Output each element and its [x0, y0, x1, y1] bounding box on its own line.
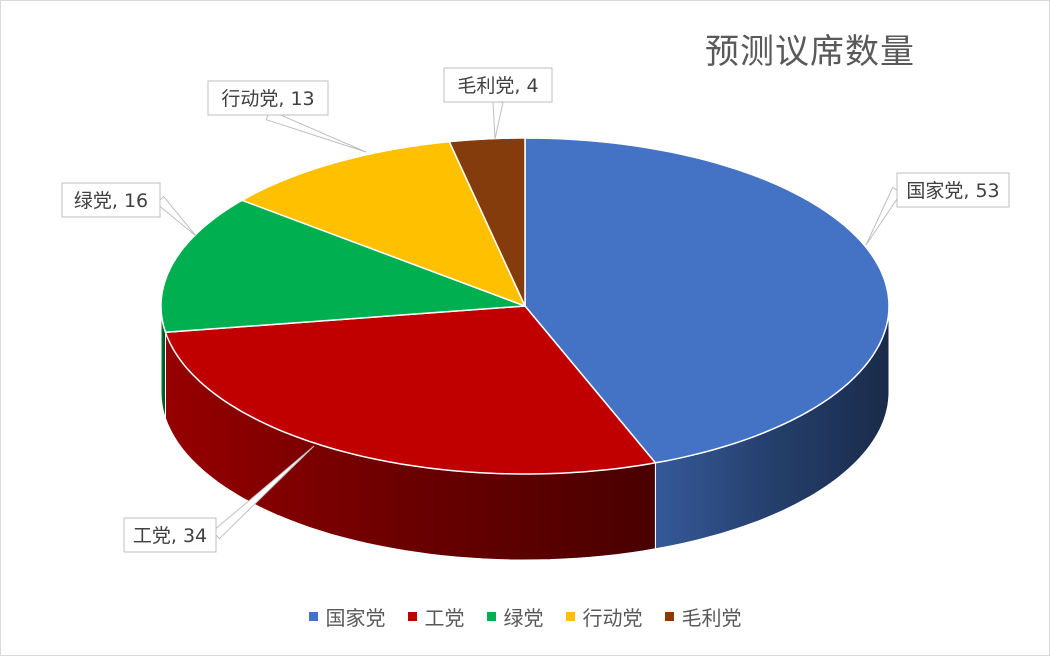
data-label-leader	[265, 109, 367, 153]
data-label-box	[123, 517, 217, 553]
legend-swatch	[486, 612, 496, 621]
legend-swatch	[308, 612, 318, 621]
pie-chart: 国家党, 53 工党, 34 绿党, 16 行动党, 13 毛利党, 4	[61, 67, 1010, 561]
data-label-leader	[865, 186, 903, 246]
legend-label: 绿党	[503, 606, 544, 630]
data-label-box	[207, 80, 329, 116]
pie-slice-毛利党	[448, 137, 526, 307]
data-label: 绿党, 16	[74, 190, 148, 212]
legend-label: 工党	[424, 606, 465, 630]
legend-item: 国家党	[308, 602, 386, 631]
legend-item: 毛利党	[664, 602, 742, 631]
chart-legend: 国家党 工党 绿党 行动党 毛利党	[0, 602, 1050, 631]
pie-slice-工党	[164, 305, 657, 475]
data-label-box	[896, 172, 1010, 208]
data-label: 工党, 34	[133, 525, 207, 547]
pie-slice-国家党	[524, 137, 890, 464]
legend-label: 国家党	[325, 606, 386, 630]
data-label: 国家党, 53	[906, 180, 999, 202]
legend-swatch	[664, 612, 674, 621]
legend-swatch	[407, 612, 417, 621]
legend-item: 绿党	[486, 602, 544, 631]
data-label-leader	[155, 195, 197, 237]
pie-slice-绿党	[160, 199, 526, 334]
data-label-leader	[492, 101, 504, 140]
data-label: 行动党, 13	[221, 88, 314, 110]
pie-slice-行动党	[241, 140, 526, 307]
legend-item: 工党	[407, 602, 465, 631]
data-label: 毛利党, 4	[457, 75, 538, 97]
legend-item: 行动党	[565, 602, 643, 631]
data-label-box	[61, 182, 161, 218]
data-label-box	[443, 67, 553, 103]
legend-label: 毛利党	[681, 606, 742, 630]
legend-swatch	[565, 612, 575, 621]
chart-title: 预测议席数量	[705, 32, 915, 72]
legend-label: 行动党	[582, 606, 643, 630]
